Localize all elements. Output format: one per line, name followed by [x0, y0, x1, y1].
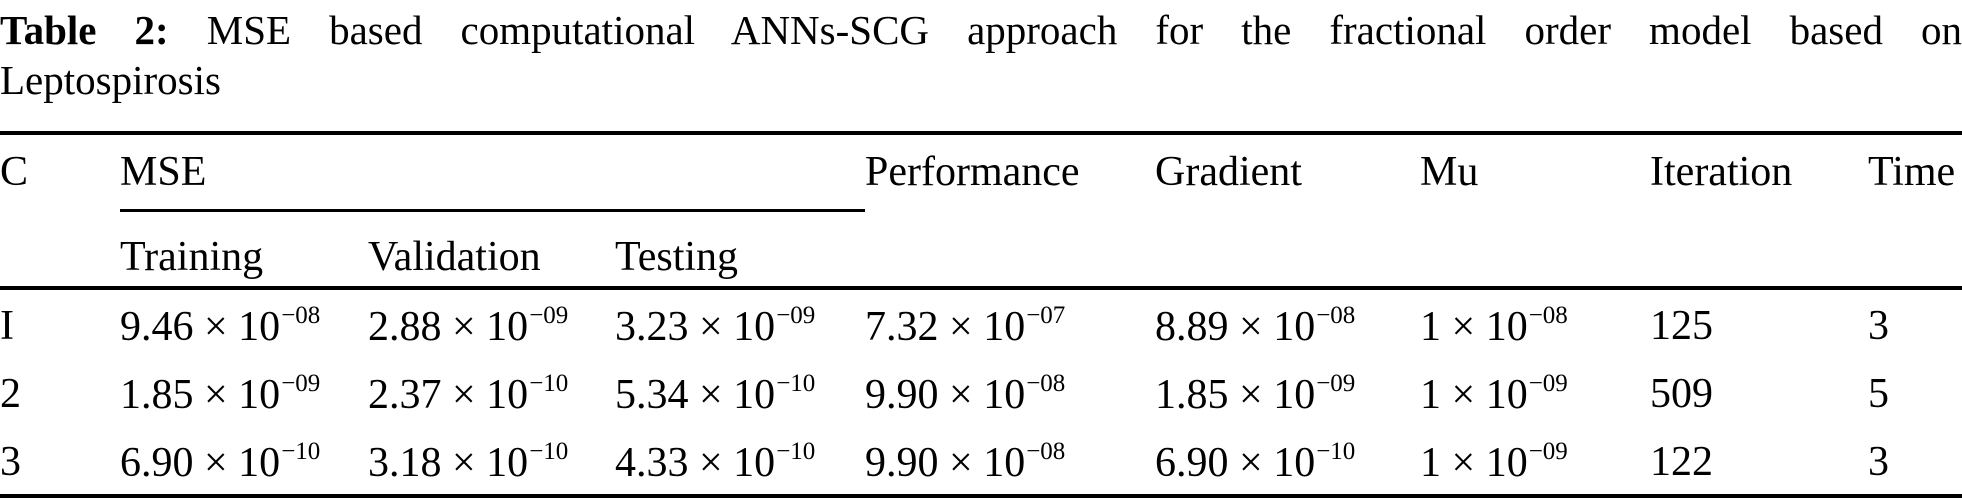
exponent: −10	[776, 369, 816, 397]
cell-gradient: 8.89 × 10−08	[1155, 301, 1356, 350]
col-header-validation: Validation	[368, 233, 541, 280]
exponent: −08	[1528, 301, 1568, 329]
cell-testing: 4.33 × 10−10	[615, 437, 816, 486]
cell-validation: 3.18 × 10−10	[368, 437, 569, 486]
cell-performance: 9.90 × 10−08	[865, 437, 1066, 486]
cell-time: 5	[1868, 371, 1890, 417]
exponent: −08	[1316, 301, 1356, 329]
exponent: −07	[1026, 301, 1066, 329]
cell-mu: 1 × 10−09	[1420, 437, 1568, 486]
table-row: 3 6.90 × 10−10 3.18 × 10−10 4.33 × 10−10…	[0, 426, 1962, 496]
exponent: −09	[1528, 369, 1568, 397]
caption-label: Table 2:	[0, 7, 169, 53]
cell-mu: 1 × 10−09	[1420, 369, 1568, 418]
cell-mu: 1 × 10−08	[1420, 301, 1568, 350]
col-header-time: Time	[1868, 149, 1956, 195]
cell-gradient: 1.85 × 10−09	[1155, 369, 1356, 418]
exponent: −08	[281, 301, 321, 329]
exponent: −10	[529, 437, 569, 465]
cell-c: 2	[0, 371, 21, 417]
table-caption: Table 2: MSE based computational ANNs-SC…	[0, 5, 1962, 105]
col-header-performance: Performance	[865, 149, 1080, 195]
exponent: −09	[281, 369, 321, 397]
caption-line-1: Table 2: MSE based computational ANNs-SC…	[0, 5, 1962, 55]
cell-performance: 7.32 × 10−07	[865, 301, 1066, 350]
col-header-iteration: Iteration	[1650, 149, 1793, 195]
cell-time: 3	[1868, 303, 1890, 349]
exponent: −09	[529, 301, 569, 329]
cell-training: 9.46 × 10−08	[120, 301, 321, 350]
cell-iteration: 122	[1650, 439, 1714, 485]
cell-testing: 5.34 × 10−10	[615, 369, 816, 418]
cell-c: I	[0, 303, 14, 349]
cell-iteration: 125	[1650, 303, 1714, 349]
exponent: −09	[1316, 369, 1356, 397]
cell-testing: 3.23 × 10−09	[615, 301, 816, 350]
col-header-c: C	[0, 149, 29, 195]
col-header-mu: Mu	[1420, 149, 1479, 195]
cell-validation: 2.88 × 10−09	[368, 301, 569, 350]
table-row: 2 1.85 × 10−09 2.37 × 10−10 5.34 × 10−10…	[0, 358, 1962, 426]
col-header-testing: Testing	[615, 233, 739, 280]
caption-text: MSE based computational ANNs-SCG approac…	[168, 7, 1962, 53]
cell-training: 1.85 × 10−09	[120, 369, 321, 418]
cell-time: 3	[1868, 439, 1890, 485]
cell-performance: 9.90 × 10−08	[865, 369, 1066, 418]
exponent: −08	[1026, 437, 1066, 465]
exponent: −10	[529, 369, 569, 397]
exponent: −10	[281, 437, 321, 465]
cell-training: 6.90 × 10−10	[120, 437, 321, 486]
col-header-mse: MSE	[120, 133, 866, 212]
exponent: −09	[1528, 437, 1568, 465]
caption-line-2: Leptospirosis	[0, 57, 221, 103]
cell-iteration: 509	[1650, 371, 1714, 417]
results-table: C MSE Performance Gradient Mu Iteration …	[0, 131, 1962, 498]
col-header-training: Training	[120, 233, 264, 280]
exponent: −10	[776, 437, 816, 465]
cell-validation: 2.37 × 10−10	[368, 369, 569, 418]
col-header-gradient: Gradient	[1155, 149, 1302, 195]
table-row: I 9.46 × 10−08 2.88 × 10−09 3.23 × 10−09…	[0, 288, 1962, 358]
cell-c: 3	[0, 439, 21, 485]
exponent: −09	[776, 301, 816, 329]
cell-gradient: 6.90 × 10−10	[1155, 437, 1356, 486]
exponent: −10	[1316, 437, 1356, 465]
exponent: −08	[1026, 369, 1066, 397]
